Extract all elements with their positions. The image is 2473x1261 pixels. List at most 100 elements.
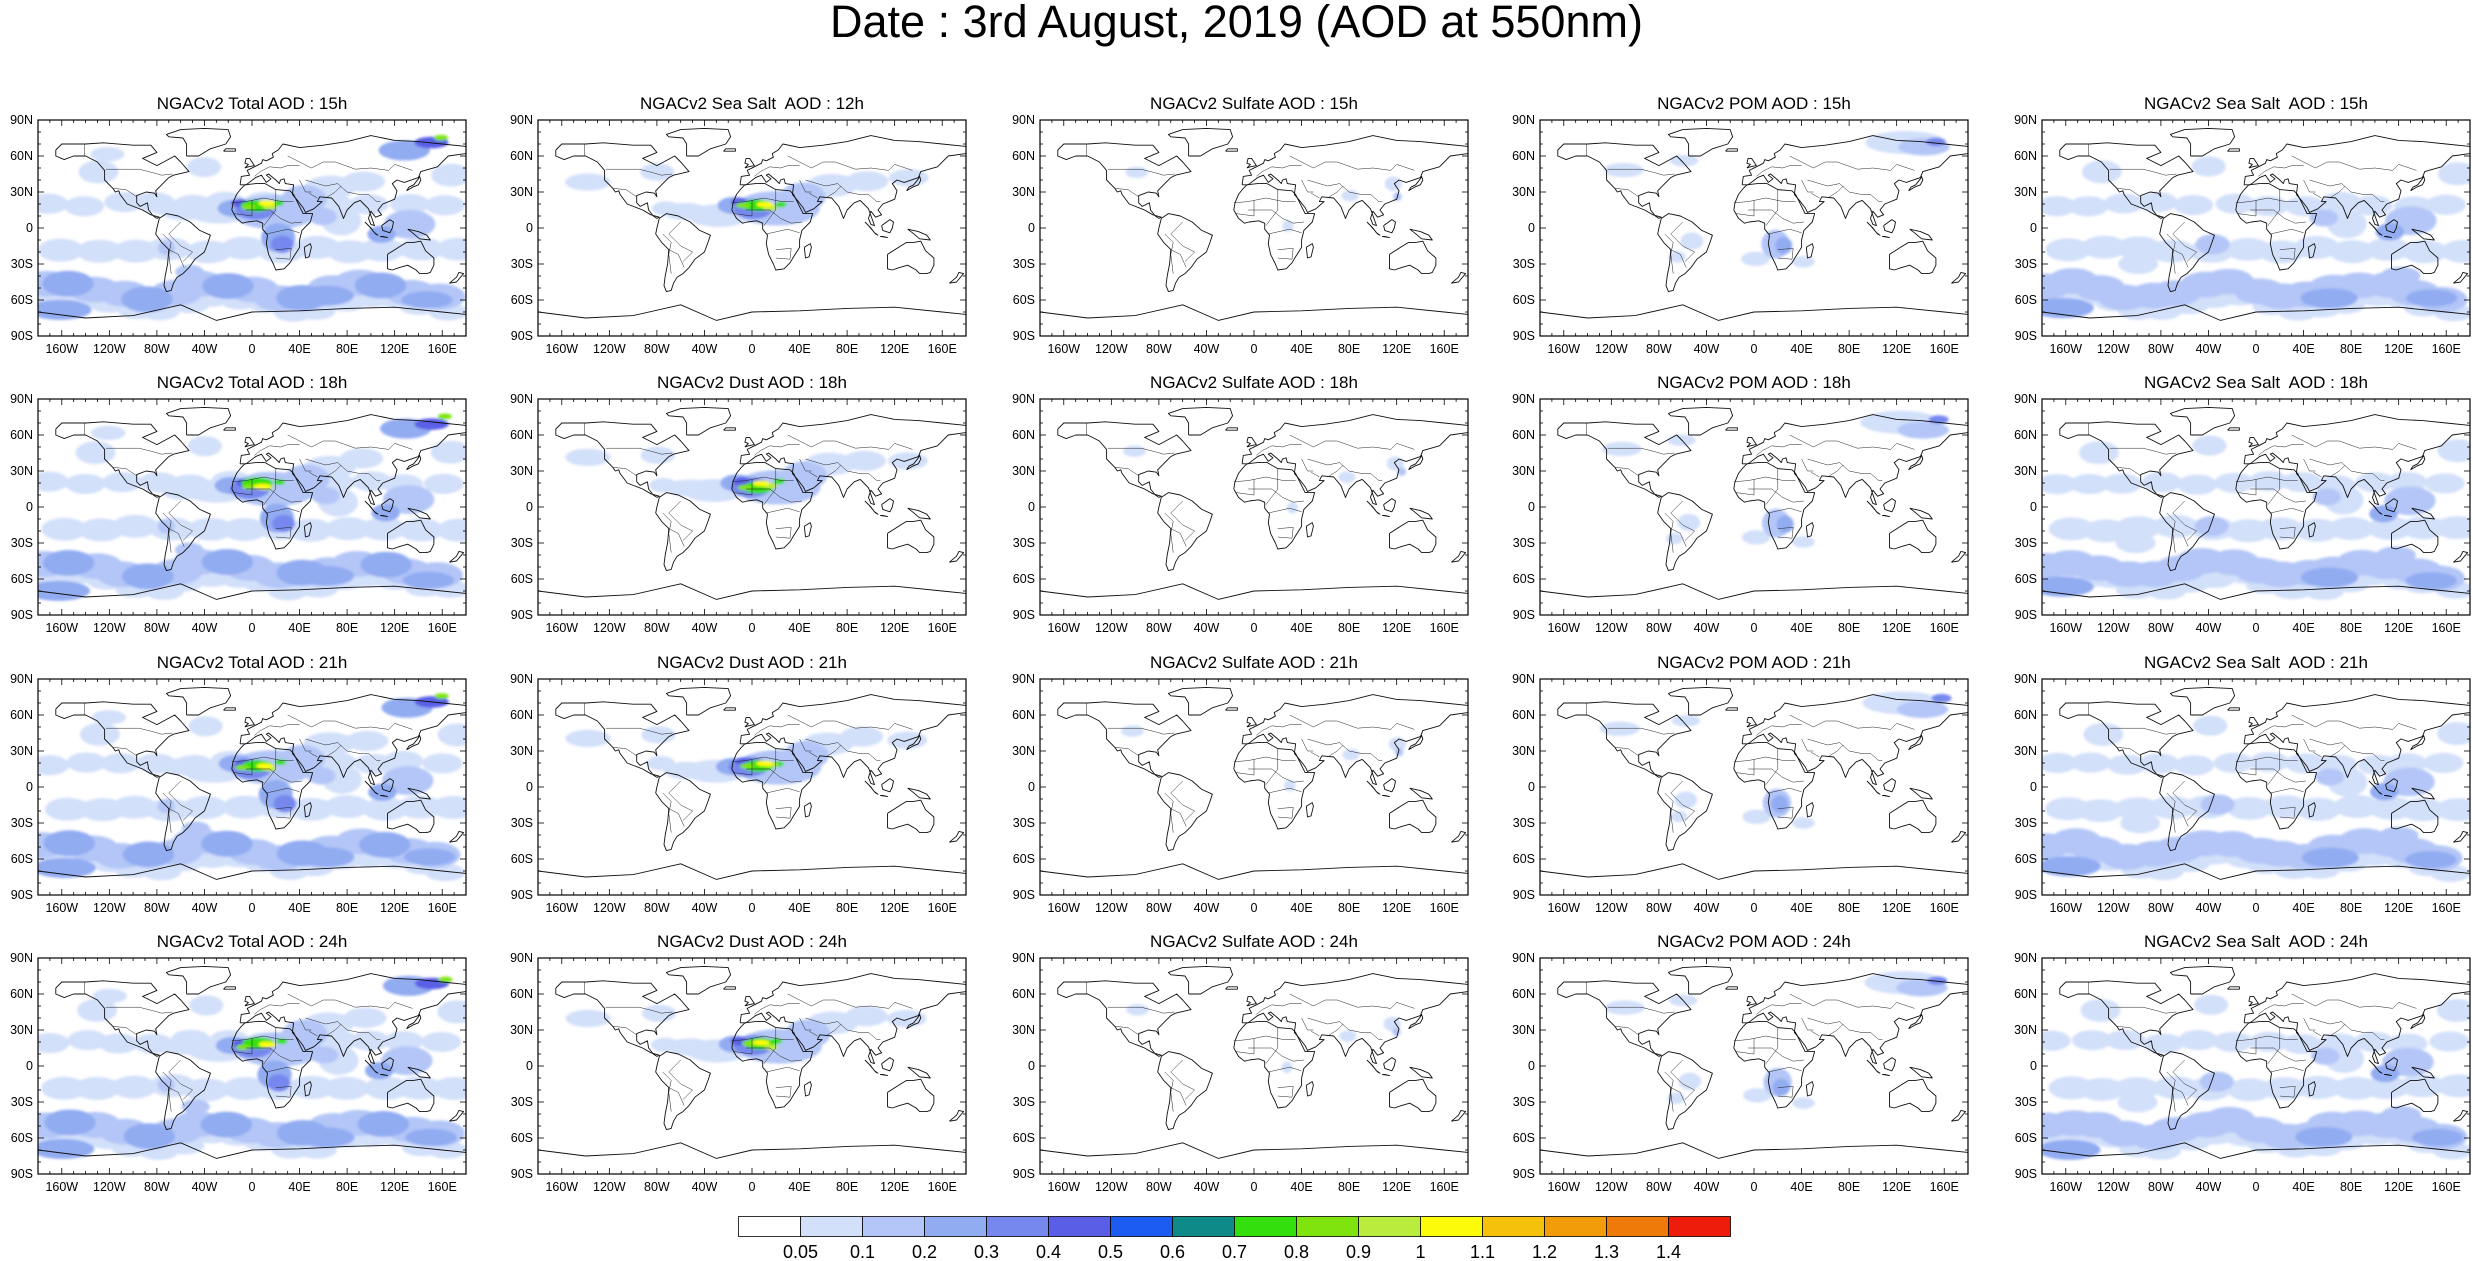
colorbar-swatch [1606,1216,1669,1237]
lat-tick-label: 0 [26,500,33,514]
aod-blob [1284,779,1296,792]
country-border [254,444,300,456]
coastline [1409,787,1433,800]
aod-blob [2173,195,2214,216]
aod-shading [2042,994,2470,1160]
coastline [2042,1142,2470,1159]
coastline [379,514,388,518]
lon-tick-label: 160E [928,901,957,915]
lon-tick-label: 160E [2432,1180,2461,1194]
lat-tick-label: 0 [2030,221,2037,235]
lat-tick-label: 30N [510,464,533,478]
country-border [1801,738,1814,752]
coastline [1167,127,1234,157]
coastline [231,183,314,271]
coastlines [1540,127,1968,321]
aod-blob [2177,474,2218,495]
country-border [275,248,292,260]
map-panel: NGACv2 Sea Salt AOD : 15h 90N 60N 30N 0 30S 60… [2014,94,2471,356]
aod-blob [67,1030,108,1051]
aod-blob [2141,472,2182,493]
aod-blob [2199,1071,2234,1092]
coastline [1883,219,1896,234]
lon-tick-label: 160W [1547,621,1580,635]
coastline [1657,492,1713,572]
coastline [1889,799,1937,834]
aod-blob [783,740,829,770]
lat-tick-label: 90N [2014,672,2037,686]
country-border [1748,768,1804,783]
lon-tick-label: 160E [1430,342,1459,356]
lon-tick-label: 0 [249,1180,256,1194]
country-border [1768,787,1802,794]
aod-blob [565,729,611,748]
lon-tick-label: 120W [2097,901,2130,915]
lon-tick-label: 80W [144,1180,170,1194]
country-border [2235,1035,2298,1042]
coastline [1057,421,1192,498]
aod-blob [2440,239,2470,263]
country-border [305,1017,381,1040]
aod-blob [2042,576,2094,597]
aod-blob [258,1041,276,1048]
lon-tick-label: 80E [836,342,858,356]
lat-tick-label: 30S [1013,536,1035,550]
map-background [1040,679,1468,895]
country-border [746,768,802,783]
coastline [2159,1051,2215,1131]
country-border [2291,155,2417,171]
coastline [906,734,922,751]
coastline [555,421,690,498]
coastline [2235,183,2318,271]
lon-tick-label: 160E [928,342,957,356]
coastline [165,406,232,436]
aod-blob [886,1009,927,1028]
aod-blob [2406,289,2458,307]
coastline [2059,142,2194,219]
aod-blob [147,477,176,493]
coastline [2307,522,2316,538]
coastline [1040,1142,1468,1159]
coastline [1408,454,1424,471]
colorbar-swatch [1420,1216,1483,1237]
coastline [2368,1059,2383,1074]
coastlines [1540,965,1968,1159]
colorbar-swatch [1358,1216,1421,1237]
lat-tick-label: 90S [511,888,533,902]
aod-blob [437,413,453,420]
aod-blob [297,847,355,868]
aod-blob [181,1099,210,1114]
country-border [1765,468,1779,505]
tick-marks [37,678,467,896]
country-border [2238,479,2257,496]
coastline [2453,271,2469,284]
aod-blob [1792,1097,1816,1109]
aod-shading [38,413,466,601]
country-border [266,787,300,794]
country-border [1114,747,1139,757]
coastline [244,157,255,169]
aod-blob [381,1046,433,1076]
country-border [746,1047,802,1062]
aod-blob [188,716,223,737]
aod-blob [235,764,250,771]
map-panel: NGACv2 POM AOD : 15h 90N 60N 30N 0 30S 60S 90S 1… [1512,94,1969,356]
coastline [2383,1073,2392,1077]
aod-blob [2200,794,2235,815]
country-border [2312,471,2322,478]
aod-blob [425,863,466,882]
coastline [1241,694,1468,786]
aod-blob [256,763,274,769]
coastline [1389,799,1437,834]
country-border [1670,500,1696,541]
aod-blob [111,1075,157,1099]
colorbar: 0.05 0.1 0.2 0.3 0.4 0.5 0.6 0.7 0.8 0.9 1 1.1 1.2 1.… [738,1216,1731,1261]
lat-tick-label: 0 [26,780,33,794]
map-background [1540,399,1968,615]
aod-shading [2042,435,2470,600]
lat-tick-label: 90N [2014,392,2037,406]
country-border [766,1066,800,1073]
aod-blob [2380,267,2421,285]
world-map: 90N 60N 30N 0 30S 60S 90S 160W 120W 80W 40W 0 40E 80E… [510,113,967,356]
lat-tick-label: 0 [1028,780,1035,794]
